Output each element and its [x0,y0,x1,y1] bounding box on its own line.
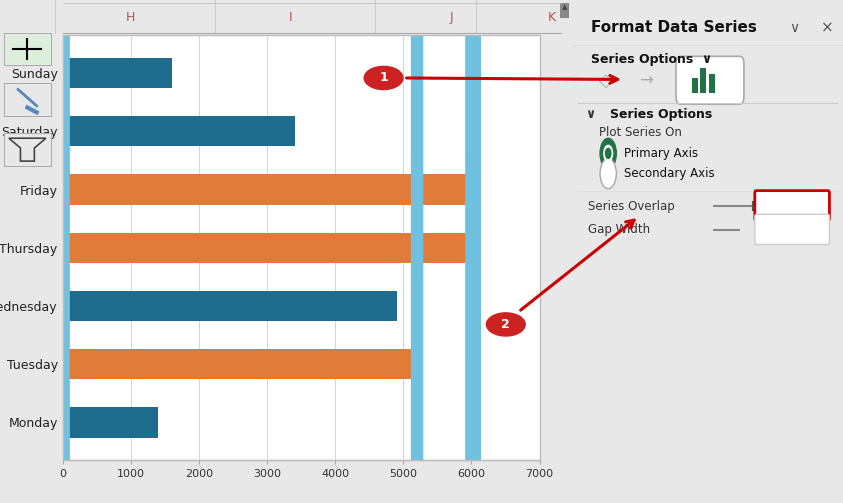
Text: 1: 1 [379,71,388,85]
Text: H: H [126,11,136,24]
Circle shape [605,148,611,158]
Bar [63,175,471,205]
FancyBboxPatch shape [676,56,744,104]
Text: ◇: ◇ [599,71,613,90]
Circle shape [469,0,481,503]
FancyBboxPatch shape [754,191,830,221]
Circle shape [465,0,478,503]
Text: ∨: ∨ [585,108,595,121]
Text: Series Overlap: Series Overlap [588,200,674,213]
Circle shape [600,138,616,169]
Text: ▲: ▲ [821,198,827,204]
Circle shape [57,0,69,503]
Text: Series Options: Series Options [609,108,711,121]
Text: ▼: ▼ [821,210,827,216]
Text: →: → [640,71,653,90]
Text: 100%: 100% [768,199,802,212]
Text: Series Options  ∨: Series Options ∨ [591,53,711,66]
Text: Plot Series On: Plot Series On [599,126,682,139]
Bar [63,291,396,321]
Text: Gap Width: Gap Width [588,223,650,236]
Circle shape [57,0,69,503]
Bar [63,58,172,88]
Text: 182%: 182% [768,223,802,236]
Bar [63,232,475,263]
Circle shape [411,0,423,503]
Text: J: J [449,11,453,24]
Circle shape [465,0,478,503]
Text: I: I [289,11,293,24]
Text: ∨: ∨ [789,21,799,35]
Circle shape [600,158,616,189]
Circle shape [57,0,69,503]
Circle shape [57,0,69,503]
FancyBboxPatch shape [561,3,569,18]
Bar [63,407,158,438]
Text: Primary Axis: Primary Axis [625,147,699,160]
Circle shape [57,0,69,503]
Text: ▲: ▲ [821,221,827,227]
FancyBboxPatch shape [692,78,698,93]
Text: 2: 2 [502,318,510,331]
Text: ▲: ▲ [562,5,567,11]
Text: ×: × [821,20,834,35]
Bar [63,116,294,146]
Text: Format Data Series: Format Data Series [591,20,756,35]
Text: ▼: ▼ [821,234,827,240]
Text: Secondary Axis: Secondary Axis [625,167,715,180]
Circle shape [604,145,613,161]
FancyBboxPatch shape [709,74,715,93]
FancyBboxPatch shape [754,214,830,244]
Text: K: K [548,11,556,24]
Circle shape [469,0,481,503]
FancyBboxPatch shape [701,68,706,93]
Circle shape [411,0,423,503]
Bar [63,349,417,379]
Circle shape [57,0,69,503]
